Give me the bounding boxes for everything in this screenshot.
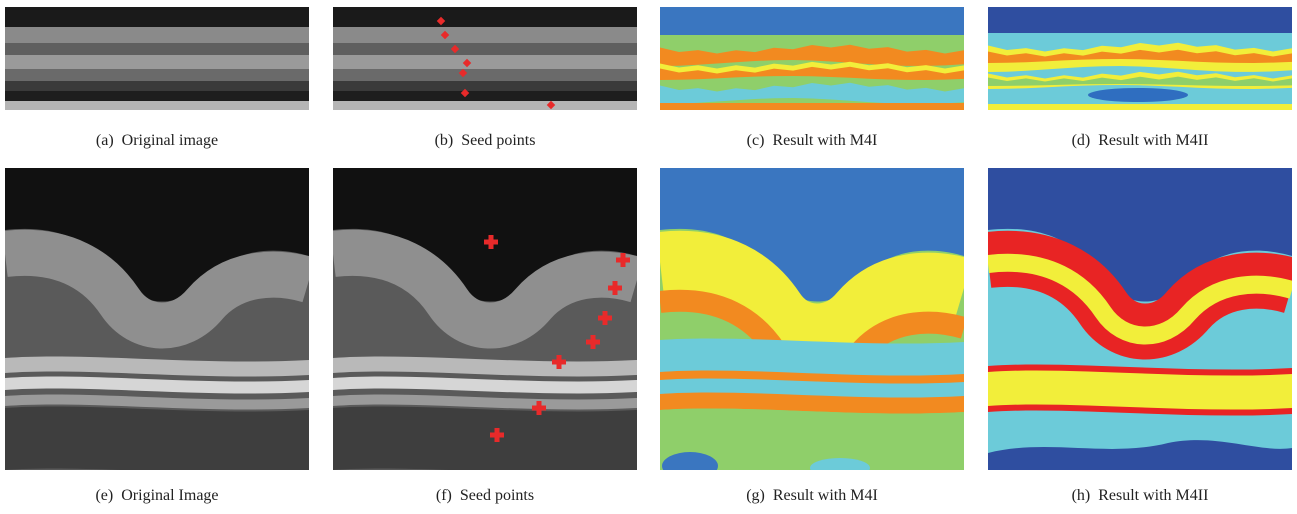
subfigure-image [5, 7, 309, 110]
layer [333, 406, 637, 473]
caption-label: (a) [96, 132, 114, 149]
layer [5, 91, 309, 101]
region [660, 7, 964, 35]
caption-label: (h) [1072, 487, 1091, 504]
caption-text: Seed points [460, 487, 534, 504]
subfigure-image [660, 168, 964, 480]
region [810, 458, 870, 478]
caption-text: Result with M4II [1098, 132, 1208, 149]
layer [5, 69, 309, 81]
region [660, 103, 964, 110]
subfigure-image [333, 168, 637, 474]
caption-label: (f) [436, 487, 452, 504]
layer [333, 69, 637, 81]
layer [333, 101, 637, 110]
caption-text: Result with M4II [1098, 487, 1208, 504]
layer [333, 27, 637, 43]
subfigure-image [988, 7, 1292, 110]
layer [5, 81, 309, 91]
caption: (d) Result with M4II [1072, 132, 1209, 149]
subfigure-image [988, 168, 1292, 470]
layer [333, 81, 637, 91]
region [988, 370, 1292, 409]
caption-label: (d) [1072, 132, 1091, 149]
region [988, 104, 1292, 110]
caption-label: (c) [747, 132, 765, 149]
layer [5, 43, 309, 55]
caption: (e) Original Image [95, 487, 218, 504]
caption-label: (e) [95, 487, 113, 504]
layer [333, 55, 637, 69]
caption-text: Original Image [121, 487, 218, 504]
figure: (a) Original image (b) Seed points (c) Result… [0, 0, 1297, 514]
region [660, 338, 964, 401]
layer [5, 101, 309, 110]
caption: (a) Original image [96, 132, 218, 149]
caption: (c) Result with M4I [747, 132, 878, 149]
caption-text: Seed points [461, 132, 535, 149]
caption: (b) Seed points [435, 132, 536, 149]
caption: (h) Result with M4II [1072, 487, 1209, 504]
region [988, 7, 1292, 33]
region [1088, 88, 1188, 102]
caption-text: Result with M4I [772, 132, 877, 149]
layer [5, 55, 309, 69]
caption: (g) Result with M4I [746, 487, 878, 504]
region [662, 452, 718, 480]
caption: (f) Seed points [436, 487, 534, 504]
caption-text: Original image [122, 132, 218, 149]
layer [333, 91, 637, 101]
subfigure-image [333, 7, 637, 110]
layer [333, 43, 637, 55]
caption-label: (g) [746, 487, 765, 504]
subfigure-image [660, 7, 964, 110]
layer [5, 406, 309, 473]
caption-label: (b) [435, 132, 454, 149]
subfigure-image [5, 168, 309, 474]
layer [5, 27, 309, 43]
caption-text: Result with M4I [773, 487, 878, 504]
